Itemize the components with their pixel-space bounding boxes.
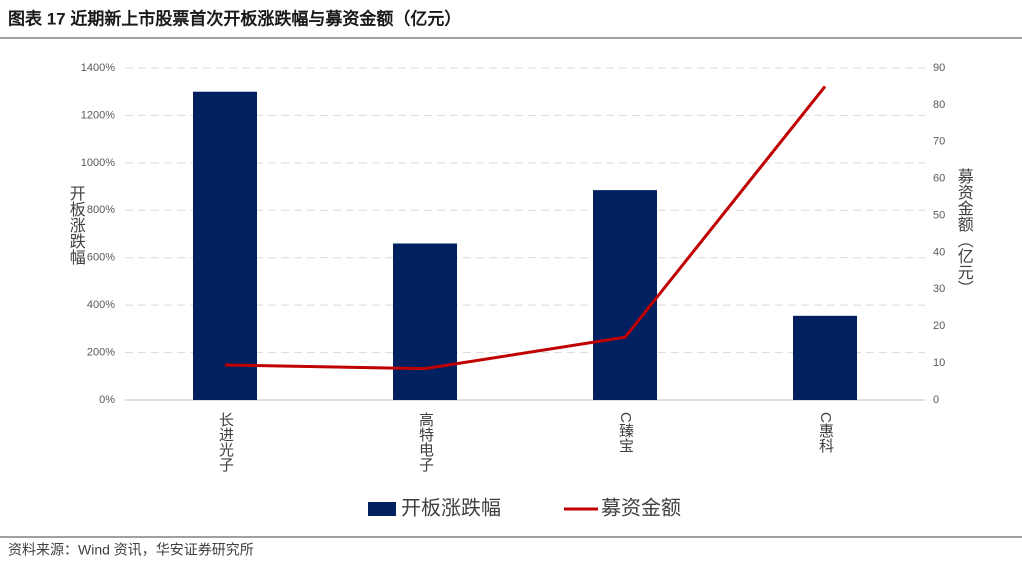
y-tick-label: 200% — [87, 346, 115, 358]
y2-axis-label: 募资金额（亿元） — [955, 168, 974, 296]
y-tick-label: 0% — [99, 394, 115, 406]
x-tick-label: 高特电子 — [417, 412, 434, 472]
line — [224, 85, 827, 371]
y2-tick-label: 80 — [933, 99, 945, 111]
bar — [393, 243, 457, 400]
legend-label: 募资金额 — [601, 496, 681, 519]
y-tick-label: 800% — [87, 204, 115, 216]
y2-tick-label: 60 — [933, 173, 945, 185]
x-tick-label: 长进光子 — [217, 412, 234, 472]
y-tick-label: 1400% — [81, 62, 115, 74]
chart-title: 图表 17 近期新上市股票首次开板涨跌幅与募资金额（亿元） — [8, 8, 461, 28]
y2-tick-label: 40 — [933, 246, 945, 258]
x-tick-label: C臻宝 — [617, 412, 634, 453]
bar — [593, 190, 657, 400]
y2-tick-label: 50 — [933, 209, 945, 221]
y2-tick-label: 10 — [933, 357, 945, 369]
y-tick-label: 1000% — [81, 157, 115, 169]
y-tick-label: 600% — [87, 252, 115, 264]
y2-tick-label: 70 — [933, 136, 945, 148]
y2-tick-label: 20 — [933, 320, 945, 332]
y2-tick-label: 90 — [933, 62, 945, 74]
y-tick-label: 1200% — [81, 109, 115, 121]
legend-swatch — [368, 502, 396, 516]
bar — [193, 91, 257, 400]
y-tick-label: 400% — [87, 299, 115, 311]
source-note: 资料来源：Wind 资讯，华安证券研究所 — [8, 542, 254, 558]
x-tick-label: C惠科 — [817, 412, 834, 453]
legend-label: 开板涨跌幅 — [401, 496, 501, 519]
y-axis-label: 开板涨跌幅 — [67, 185, 86, 265]
bar — [793, 315, 857, 400]
y2-tick-label: 0 — [933, 394, 939, 406]
y2-tick-label: 30 — [933, 283, 945, 295]
